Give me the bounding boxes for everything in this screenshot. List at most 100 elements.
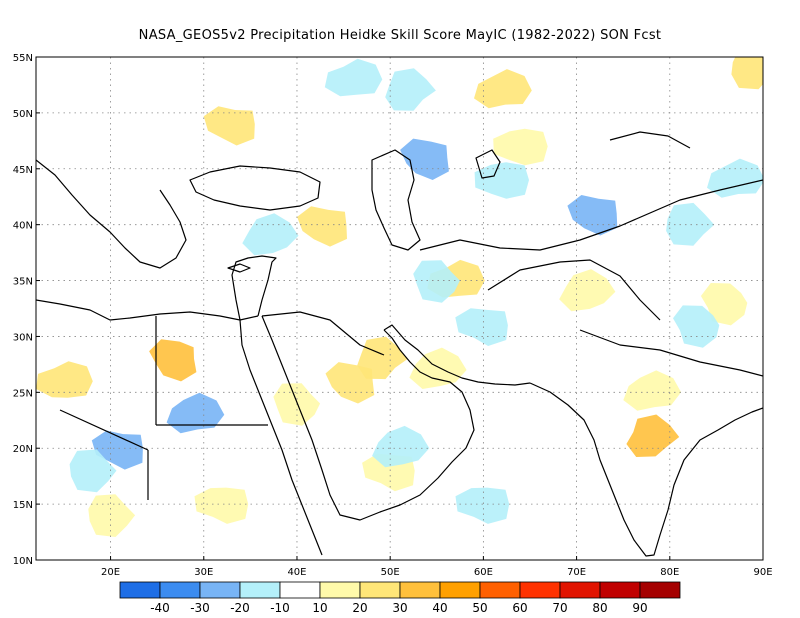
colorbar-segment xyxy=(239,581,281,599)
negative-skill-patch xyxy=(166,392,225,434)
negative-skill-patch xyxy=(242,213,299,256)
positive-skill-patch xyxy=(357,336,408,380)
india-coast xyxy=(529,382,763,557)
colorbar-label: 50 xyxy=(472,601,487,615)
positive-skill-patch xyxy=(493,128,548,166)
afghan-border xyxy=(487,259,661,321)
india-north-border xyxy=(579,329,763,377)
colorbar-segment xyxy=(399,581,441,599)
map-frame xyxy=(35,56,764,561)
colorbar-segment xyxy=(159,581,201,599)
positive-skill-patch xyxy=(626,414,680,457)
lat-tick-label: 45N xyxy=(13,165,33,176)
lon-tick-label: 20E xyxy=(101,567,120,578)
colorbar-segment xyxy=(599,581,641,599)
positive-skill-patch xyxy=(409,347,467,389)
lat-tick-label: 20N xyxy=(13,444,33,455)
negative-skill-patch xyxy=(455,487,510,524)
colorbar-label: 40 xyxy=(432,601,447,615)
north-africa-coast xyxy=(36,299,259,321)
lake-balkhash xyxy=(609,131,691,149)
black-sea xyxy=(189,165,321,211)
lon-tick-label: 60E xyxy=(474,567,493,578)
positive-skill-patch xyxy=(36,361,93,398)
lon-tick-label: 70E xyxy=(567,567,586,578)
coastlines xyxy=(36,131,763,557)
positive-skill-patch xyxy=(700,283,748,326)
positive-skill-patch xyxy=(559,269,616,312)
latitude-ticks: 55N 50N 45N 40N 35N 30N 25N 20N 15N 10N xyxy=(13,53,40,567)
lon-tick-label: 90E xyxy=(753,567,772,578)
saudi-border xyxy=(261,311,385,356)
aral-sea xyxy=(475,149,501,179)
colorbar-label: 60 xyxy=(512,601,527,615)
map-title: NASA_GEOS5v2 Precipitation Heidke Skill … xyxy=(138,28,662,43)
lon-tick-label: 30E xyxy=(194,567,213,578)
colorbar-segment xyxy=(439,581,481,599)
negative-skill-patch xyxy=(372,425,430,468)
longitude-ticks: 20E 30E 40E 50E 60E 70E 80E 90E xyxy=(101,556,773,578)
negative-skill-patch xyxy=(413,260,460,303)
caspian-sea xyxy=(371,149,421,251)
colorbar-segment xyxy=(559,581,601,599)
colorbar-label: 70 xyxy=(552,601,567,615)
lat-tick-label: 40N xyxy=(13,221,33,232)
lat-lon-grid xyxy=(36,57,763,560)
negative-skill-patch xyxy=(474,162,529,199)
colorbar-label: 30 xyxy=(392,601,407,615)
lat-tick-label: 55N xyxy=(13,53,33,64)
libya-chad-border xyxy=(59,409,149,451)
lat-tick-label: 30N xyxy=(13,332,33,343)
colorbar-label: -40 xyxy=(150,601,170,615)
colorbar-segment xyxy=(639,581,681,599)
cyprus xyxy=(227,263,251,273)
colorbar-label: 90 xyxy=(632,601,647,615)
lon-tick-label: 80E xyxy=(660,567,679,578)
balkans-coast xyxy=(36,159,187,269)
negative-skill-patch xyxy=(324,58,383,97)
positive-skill-patch xyxy=(194,487,249,524)
colorbar-segment xyxy=(119,581,161,599)
negative-skill-patch xyxy=(400,138,449,180)
colorbar-label: -20 xyxy=(230,601,250,615)
colorbar-label: 80 xyxy=(592,601,607,615)
negative-skill-patch xyxy=(707,158,763,198)
central-asia-border xyxy=(419,179,763,251)
negative-skill-patch xyxy=(666,202,715,246)
colorbar-segment xyxy=(199,581,241,599)
colorbar-segment xyxy=(479,581,521,599)
colorbar-label: -10 xyxy=(270,601,290,615)
arabia-coast xyxy=(261,315,475,521)
positive-skill-patch xyxy=(297,206,347,247)
negative-skill-patch xyxy=(673,305,720,348)
positive-skill-patch xyxy=(88,494,136,537)
colorbar-label: 10 xyxy=(312,601,327,615)
lat-tick-label: 10N xyxy=(13,556,33,567)
lon-tick-label: 40E xyxy=(287,567,306,578)
negative-skill-patch xyxy=(455,308,508,346)
positive-skill-patch xyxy=(149,339,197,382)
colorbar-segment xyxy=(519,581,561,599)
colorbar-segment xyxy=(359,581,401,599)
iran-coast xyxy=(383,324,531,386)
skill-field xyxy=(36,57,763,537)
negative-skill-patch xyxy=(567,195,618,236)
positive-skill-patch xyxy=(731,57,763,90)
colorbar-label: -30 xyxy=(190,601,210,615)
negative-skill-patch xyxy=(91,430,143,470)
lat-tick-label: 35N xyxy=(13,277,33,288)
lat-tick-label: 25N xyxy=(13,388,33,399)
lat-tick-label: 50N xyxy=(13,109,33,120)
colorbar: -40 -30 -20 -10 10 20 30 40 50 60 70 80 90 xyxy=(119,581,681,615)
positive-skill-patch xyxy=(203,106,255,146)
colorbar-segment xyxy=(319,581,361,599)
colorbar-segment xyxy=(279,581,321,599)
red-sea-west-coast xyxy=(231,255,323,556)
colorbar-label: 20 xyxy=(352,601,367,615)
lon-tick-label: 50E xyxy=(381,567,400,578)
positive-skill-patch xyxy=(474,69,532,109)
negative-skill-patch xyxy=(69,449,117,493)
negative-skill-patch xyxy=(385,68,436,111)
positive-skill-patch xyxy=(623,370,682,411)
